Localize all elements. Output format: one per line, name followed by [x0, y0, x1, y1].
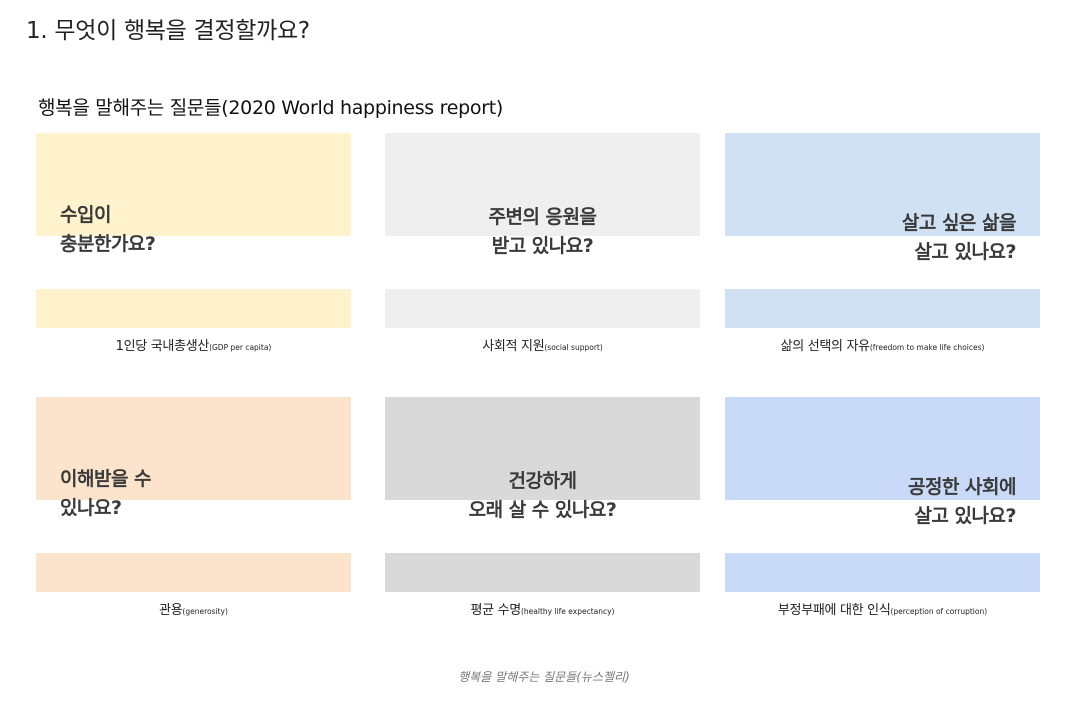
- card-caption: 삶의 선택의 자유(freedom to make life choices): [780, 339, 985, 354]
- card-band-bottom: [36, 553, 351, 592]
- card-band-bottom: [385, 289, 700, 328]
- card-question: 이해받을 수 있나요?: [60, 468, 152, 519]
- card-band-bottom: [725, 553, 1040, 592]
- card-corruption: 공정한 사회에 살고 있나요? 부정부패에 대한 인식(perception o…: [725, 397, 1040, 618]
- figure-title: 행복을 말해주는 질문들(2020 World happiness report…: [38, 97, 503, 119]
- card-band-bottom: [36, 289, 351, 328]
- card-band-top: [725, 133, 1040, 236]
- card-social-support: 주변의 응원을 받고 있나요? 사회적 지원(social support): [385, 133, 700, 354]
- card-health: 건강하게 오래 살 수 있나요? 평균 수명(healthy life expe…: [385, 397, 700, 618]
- card-freedom: 살고 싶은 삶을 살고 있나요? 삶의 선택의 자유(freedom to ma…: [725, 133, 1040, 354]
- card-question: 주변의 응원을 받고 있나요?: [488, 206, 598, 257]
- card-question: 살고 싶은 삶을 살고 있나요?: [901, 212, 1017, 263]
- card-caption: 평균 수명(healthy life expectancy): [470, 603, 615, 618]
- card-generosity: 이해받을 수 있나요? 관용(generosity): [36, 397, 351, 618]
- section-heading: 1. 무엇이 행복을 결정할까요?: [26, 18, 310, 44]
- card-caption: 1인당 국내총생산(GDP per capita): [115, 339, 272, 354]
- card-band-top: [36, 133, 351, 236]
- card-band-top: [385, 397, 700, 500]
- card-caption: 관용(generosity): [159, 603, 228, 618]
- card-caption: 부정부패에 대한 인식(perception of corruption): [777, 603, 988, 618]
- card-band-top: [725, 397, 1040, 500]
- card-question: 수입이 충분한가요?: [60, 204, 156, 255]
- card-question: 건강하게 오래 살 수 있나요?: [468, 470, 617, 521]
- card-caption: 사회적 지원(social support): [482, 339, 603, 354]
- card-question: 공정한 사회에 살고 있나요?: [908, 476, 1017, 527]
- card-band-bottom: [725, 289, 1040, 328]
- card-band-bottom: [385, 553, 700, 592]
- figure-caption: 행복을 말해주는 질문들(뉴스젤리): [458, 670, 630, 684]
- card-gdp: 수입이 충분한가요? 1인당 국내총생산(GDP per capita): [36, 133, 351, 354]
- card-band-top: [36, 397, 351, 500]
- card-band-top: [385, 133, 700, 236]
